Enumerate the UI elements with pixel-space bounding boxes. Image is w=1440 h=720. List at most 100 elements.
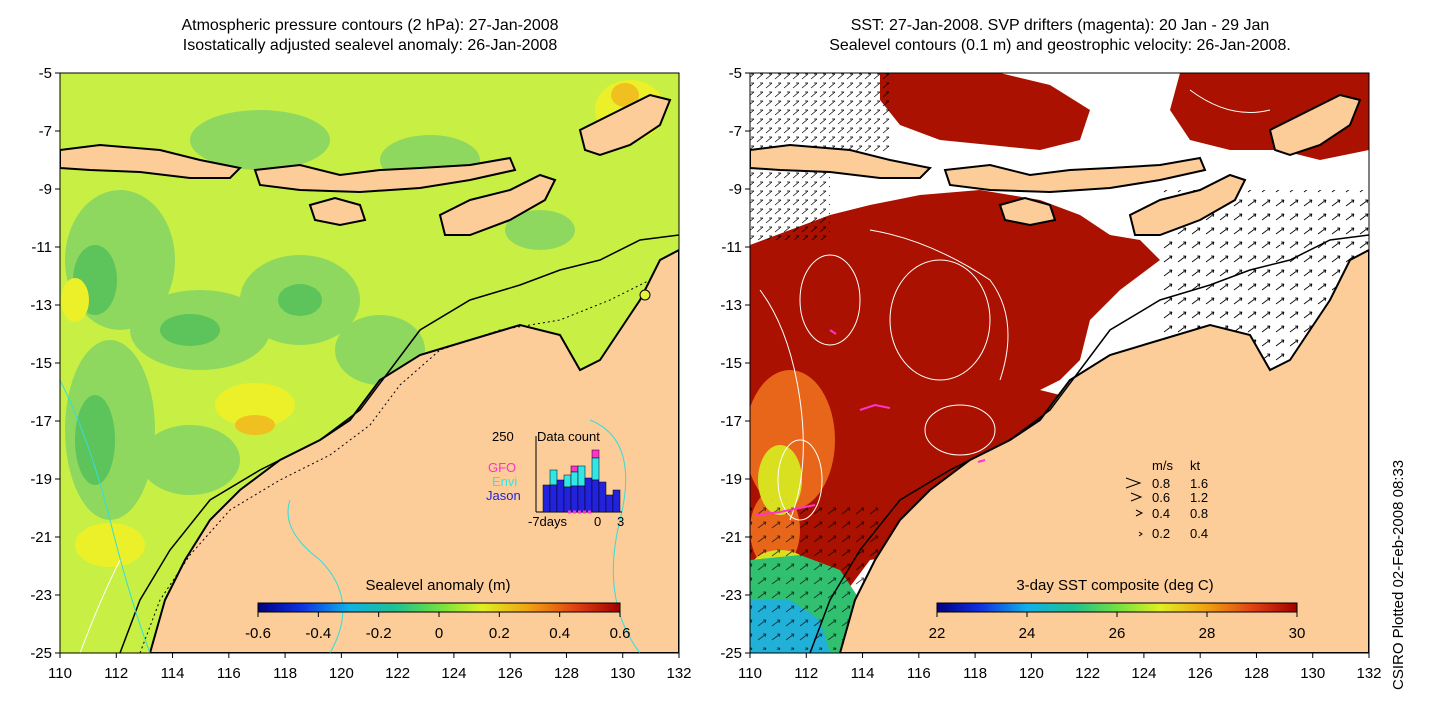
sealevel-contours	[759, 89, 1291, 521]
left-lat-label: -5	[39, 65, 52, 82]
left-colorbar: Sealevel anomaly (m) -0.6 -0.4 -0.2 0 0.2 0.4…	[245, 577, 630, 642]
right-lon-label: 110	[738, 665, 762, 682]
right-lon-label: 114	[851, 665, 875, 682]
left-lon-label: 110	[48, 665, 72, 682]
velocity-arrow-04-icon	[1135, 509, 1144, 517]
velocity-row-3-kt: 0.8	[1190, 506, 1208, 521]
right-lat-label: -21	[720, 529, 742, 546]
right-colorbar-bar	[936, 602, 1298, 613]
credit-label: CSIRO Plotted 02-Feb-2008 08:33	[1390, 459, 1407, 690]
right-lat-label: -19	[720, 471, 742, 488]
inset-legend-gfo: GFO	[488, 460, 516, 475]
sla-darker-green	[73, 245, 322, 485]
inset-ymax-label: 250	[492, 429, 514, 444]
left-lat-label: -15	[30, 355, 52, 372]
left-colorbar-bar	[257, 602, 621, 613]
left-sumba-island	[308, 196, 367, 227]
velocity-row-4-kt: 0.4	[1190, 526, 1208, 541]
right-lon-label: 118	[963, 665, 987, 682]
velocity-row-1-ms: 0.8	[1152, 476, 1170, 491]
left-map	[60, 73, 679, 653]
left-lat-label: -25	[30, 645, 52, 662]
right-colorbar-tick-label: 26	[1109, 625, 1126, 642]
left-lon-label: 124	[441, 665, 466, 682]
left-lon-label: 116	[217, 665, 241, 682]
inset-xlabel-zero: 0	[594, 514, 601, 529]
right-timor-island	[1128, 173, 1247, 236]
right-colorbar-tick-label: 22	[929, 625, 946, 642]
left-cyan-contour-3	[589, 419, 641, 653]
left-colorbar-tick-label: -0.4	[305, 625, 331, 642]
right-north-islands	[1268, 93, 1362, 157]
left-shelf-contour	[119, 234, 679, 653]
left-lat-label: -23	[30, 587, 52, 604]
left-title: Atmospheric pressure contours (2 hPa): 2…	[60, 16, 680, 56]
right-lat-label: -5	[729, 65, 742, 82]
inset-bars	[542, 449, 621, 513]
left-lon-label: 122	[385, 665, 410, 682]
left-colorbar-tick-label: 0	[435, 625, 443, 642]
left-white-pressure-contour	[79, 559, 121, 653]
velocity-row-1-kt: 1.6	[1190, 476, 1208, 491]
right-map	[750, 73, 1369, 653]
right-sumbawa-flores	[943, 156, 1207, 194]
right-java-bali-lombok	[750, 143, 933, 179]
left-lon-label: 130	[610, 665, 635, 682]
velocity-arrow-02-icon	[1138, 531, 1143, 537]
velocity-row-2-kt: 1.2	[1190, 490, 1208, 505]
velocity-legend: m/s kt 0.8 1.6 0.6 1.2 0.4 0.8 0.2 0.4	[1125, 458, 1208, 541]
left-colorbar-ticks: -0.6 -0.4 -0.2 0 0.2 0.4 0.6	[245, 612, 630, 642]
left-north-islands	[578, 93, 672, 157]
left-colorbar-tick-label: -0.2	[366, 625, 392, 642]
velocity-legend-kt-header: kt	[1190, 458, 1201, 473]
right-lon-label: 124	[1131, 665, 1156, 682]
right-lat-label: -15	[720, 355, 742, 372]
left-title-line1: Atmospheric pressure contours (2 hPa): 2…	[181, 17, 559, 34]
left-colorbar-tick-label: 0.4	[549, 625, 570, 642]
right-lon-label: 128	[1244, 665, 1269, 682]
left-lon-label: 118	[273, 665, 297, 682]
velocity-arrows-west	[750, 170, 830, 240]
right-colorbar-tick-label: 28	[1199, 625, 1216, 642]
right-lat-label: -9	[729, 181, 742, 198]
inset-legend-envi: Envi	[492, 474, 517, 489]
right-title-line2: Sealevel contours (0.1 m) and geostrophi…	[829, 37, 1291, 54]
right-title-line1: SST: 27-Jan-2008. SVP drifters (magenta)…	[850, 17, 1270, 34]
inset-title: Data count	[537, 429, 600, 444]
right-colorbar-tick-label: 30	[1289, 625, 1306, 642]
right-lat-label: -17	[720, 413, 742, 430]
inset-legend-jason: Jason	[486, 488, 521, 503]
left-lat-label: -11	[31, 239, 52, 256]
right-colorbar-title: 3-day SST composite (deg C)	[1016, 577, 1213, 594]
left-colorbar-tick-label: 0.6	[610, 625, 631, 642]
left-lon-label: 128	[554, 665, 579, 682]
right-lat-label: -13	[720, 297, 742, 314]
left-cyan-contour-2	[287, 499, 344, 653]
left-cyan-contour-1	[60, 379, 151, 653]
right-lon-label: 116	[907, 665, 931, 682]
right-sumba-island	[998, 196, 1057, 227]
left-lat-label: -7	[39, 123, 52, 140]
left-axes: 110 112 114 116 118 120 122 124 126 128 130 132 -5 -7…	[30, 65, 691, 682]
left-java-bali-lombok	[60, 143, 243, 179]
data-count-inset: 250 Data count GFO Envi Jason	[486, 429, 624, 529]
left-lon-label: 126	[498, 665, 523, 682]
right-lat-label: -11	[721, 239, 742, 256]
left-lat-label: -17	[30, 413, 52, 430]
svp-drifter-tracks	[754, 329, 986, 516]
velocity-arrow-08-icon	[1125, 477, 1142, 489]
inset-xlabel-start: -7days	[528, 514, 568, 529]
right-colorbar-tick-label: 24	[1019, 625, 1036, 642]
left-australia-land	[148, 248, 679, 653]
left-timor-island	[438, 173, 557, 236]
right-colorbar: 3-day SST composite (deg C) 22 24 26 28 30	[929, 577, 1306, 642]
right-axes: 110 112 114 116 118 120 122 124 126 128 130 132 -5 -7…	[720, 65, 1381, 682]
left-lon-label: 120	[329, 665, 354, 682]
left-shelf-dotted	[139, 279, 651, 653]
right-colorbar-ticks: 22 24 26 28 30	[929, 612, 1306, 642]
left-lat-label: -21	[30, 529, 52, 546]
velocity-row-4-ms: 0.2	[1152, 526, 1170, 541]
left-marker-dot	[639, 289, 651, 301]
inset-xlabel-end: 3	[617, 514, 624, 529]
